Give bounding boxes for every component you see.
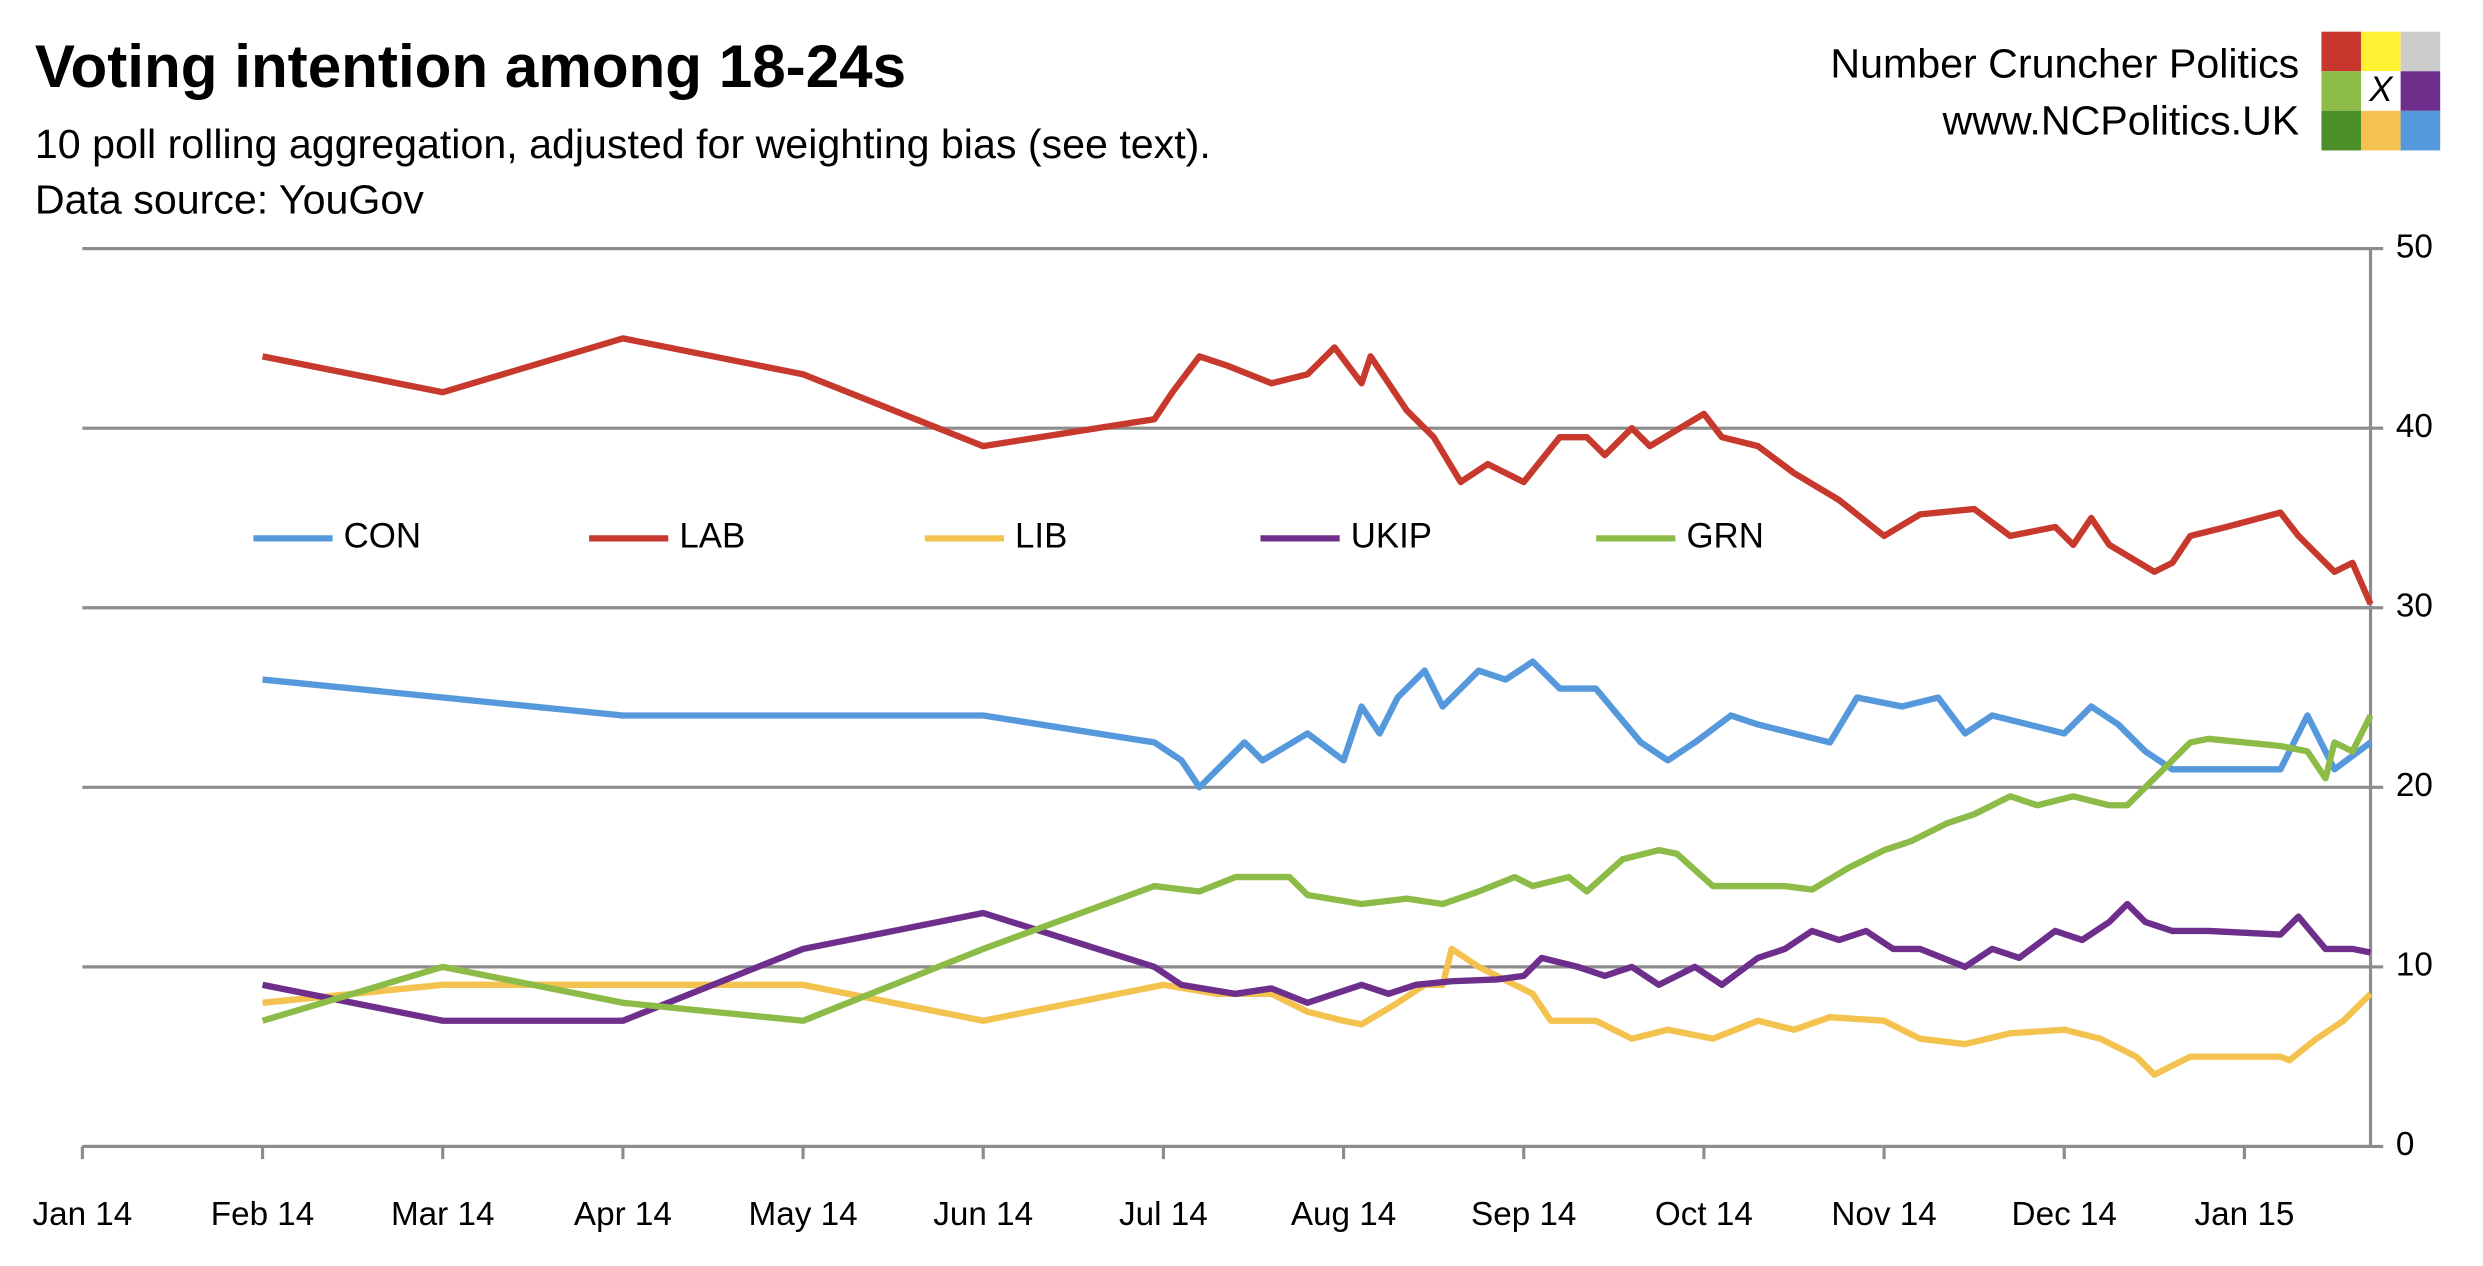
logo-square	[2361, 71, 2401, 111]
legend-label: UKIP	[1351, 517, 1432, 556]
x-tick-label: Oct 14	[1655, 1196, 1753, 1233]
x-tick-label: Sep 14	[1471, 1196, 1576, 1233]
x-tick-label: Apr 14	[574, 1196, 672, 1233]
legend-label: GRN	[1686, 517, 1763, 556]
brand-name: Number Cruncher Politics	[1830, 40, 2299, 86]
x-tick-label: Jun 14	[933, 1196, 1033, 1233]
x-tick-label: Jan 15	[2194, 1196, 2294, 1233]
logo-square	[2321, 71, 2362, 111]
legend-label: CON	[344, 517, 421, 556]
x-tick-label: Aug 14	[1291, 1196, 1396, 1233]
logo-square	[2400, 110, 2441, 151]
legend-label: LIB	[1015, 517, 1067, 556]
y-tick-label: 30	[2396, 588, 2433, 625]
chart-title: Voting intention among 18-24s	[35, 33, 906, 100]
y-tick-label: 50	[2396, 228, 2433, 265]
series-line	[261, 714, 2374, 1024]
x-tick-label: Dec 14	[2012, 1196, 2117, 1233]
x-tick-label: Jul 14	[1119, 1196, 1208, 1233]
x-tick-label: Mar 14	[391, 1196, 494, 1233]
series-line	[261, 900, 2372, 1024]
x-tick-label: Feb 14	[211, 1196, 315, 1233]
logo-square	[2321, 110, 2362, 151]
logo-square	[2400, 71, 2441, 111]
chart-subtitle: 10 poll rolling aggregation, adjusted fo…	[35, 121, 1211, 167]
x-tick-label: Jan 14	[32, 1196, 132, 1233]
y-tick-label: 20	[2396, 767, 2433, 804]
y-tick-label: 0	[2396, 1126, 2415, 1163]
y-tick-label: 40	[2396, 408, 2433, 445]
logo: X	[2321, 31, 2441, 151]
logo-square	[2361, 110, 2401, 151]
data-source: Data source: YouGov	[35, 177, 424, 223]
logo-square	[2321, 31, 2362, 72]
website: www.NCPolitics.UK	[1942, 97, 2300, 143]
series-line	[262, 658, 2373, 791]
legend-label: LAB	[679, 517, 745, 556]
logo-square	[2400, 31, 2441, 72]
y-tick-label: 10	[2396, 947, 2433, 984]
x-tick-label: May 14	[749, 1196, 858, 1233]
logo-mark: X	[2368, 70, 2394, 109]
series-line	[261, 335, 2374, 606]
logo-square	[2361, 31, 2401, 72]
x-tick-label: Nov 14	[1831, 1196, 1936, 1233]
